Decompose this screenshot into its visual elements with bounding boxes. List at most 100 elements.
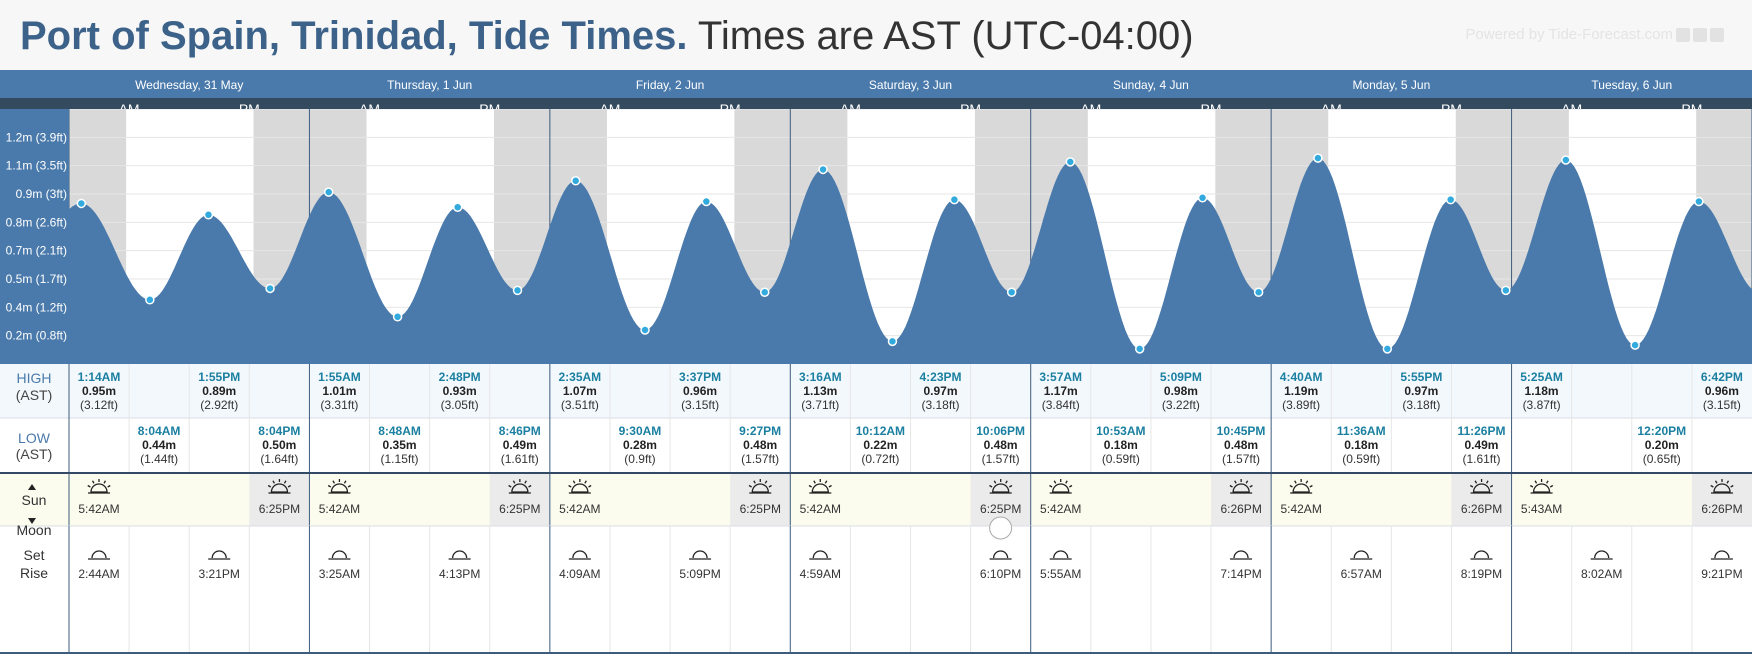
- low-time: 10:06PM: [976, 424, 1025, 438]
- tide-point: [759, 287, 770, 297]
- powered-by-text: Powered by Tide-Forecast.com: [1465, 26, 1673, 43]
- sunset-icon: [508, 479, 532, 494]
- y-tick-label: 1.2m (3.9ft): [6, 130, 67, 144]
- high-height-m: 0.96m: [683, 384, 717, 398]
- axis-panel: [0, 109, 69, 364]
- moonset-time: 2:44AM: [78, 567, 119, 581]
- tide-point: [1382, 344, 1393, 354]
- sunrise-icon: [808, 479, 832, 494]
- day-label: Thursday, 1 Jun: [387, 78, 472, 92]
- low-time: 9:27PM: [739, 424, 781, 438]
- sunrise-icon: [327, 479, 352, 494]
- settings-icon: [1710, 28, 1724, 43]
- tide-point: [1630, 340, 1640, 350]
- y-tick-label: 0.8m (2.6ft): [6, 215, 67, 229]
- tide-point: [1006, 287, 1017, 297]
- low-time: 8:04AM: [138, 424, 181, 438]
- sunset-icon: [267, 479, 292, 494]
- high-height-m: 0.93m: [443, 384, 477, 398]
- sun-label: Sun: [22, 492, 47, 508]
- sunset-icon: [748, 479, 772, 494]
- ast-label: (AST): [16, 387, 53, 403]
- tide-point: [203, 210, 214, 220]
- chart-plot: [69, 109, 1752, 364]
- low-height-m: 0.48m: [984, 438, 1018, 452]
- low-height-ft: (0.59ft): [1102, 452, 1140, 466]
- tide-point: [570, 176, 581, 186]
- timezone-label: Times are AST (UTC-04:00): [697, 14, 1194, 58]
- powered-by[interactable]: Powered by Tide-Forecast.com: [1465, 26, 1724, 43]
- full-moon-icon: [989, 516, 1013, 540]
- tide-table: Wednesday, 31 MayAMPMThursday, 1 JunAMPM…: [0, 70, 1752, 654]
- sunrise-icon: [87, 479, 111, 494]
- sunrise-time: 5:42AM: [78, 502, 119, 516]
- low-height-ft: (1.57ft): [741, 452, 779, 466]
- high-height-ft: (3.05ft): [441, 398, 479, 412]
- moonrise-time: 5:09PM: [679, 567, 720, 581]
- low-height-ft: (0.72ft): [861, 452, 899, 466]
- low-height-ft: (1.15ft): [381, 452, 419, 466]
- tide-point: [949, 194, 960, 205]
- low-height-ft: (1.61ft): [1462, 452, 1500, 466]
- moonset-time: 4:09AM: [559, 567, 600, 581]
- tide-point: [1253, 287, 1264, 297]
- moonrise-label: Rise: [20, 565, 48, 581]
- tide-point: [640, 325, 650, 335]
- high-time: 4:40AM: [1280, 370, 1323, 384]
- high-time: 6:42PM: [1701, 370, 1743, 384]
- low-height-ft: (0.59ft): [1342, 452, 1380, 466]
- sunset-cell: [730, 474, 791, 526]
- low-height-m: 0.28m: [623, 438, 657, 452]
- low-height-m: 0.44m: [142, 438, 176, 452]
- high-time: 5:55PM: [1400, 370, 1442, 384]
- sunset-cell: [249, 474, 310, 526]
- low-height-m: 0.50m: [262, 438, 296, 452]
- sunset-cell: [1451, 474, 1512, 526]
- high-height-m: 1.19m: [1284, 384, 1318, 398]
- high-time: 3:16AM: [799, 370, 842, 384]
- sunset-time: 6:26PM: [1220, 502, 1261, 516]
- moonrise-icon: [448, 550, 471, 560]
- moonset-icon: [568, 550, 591, 560]
- low-time: 9:30AM: [619, 424, 662, 438]
- low-time: 10:53AM: [1096, 424, 1145, 438]
- high-height-ft: (3.71ft): [801, 398, 839, 412]
- tide-point: [818, 164, 828, 175]
- moonset-time: 3:25AM: [319, 567, 360, 581]
- low-height-m: 0.20m: [1645, 438, 1679, 452]
- low-time: 10:45PM: [1217, 424, 1266, 438]
- moonrise-icon: [689, 550, 712, 560]
- sunset-icon: [989, 479, 1013, 494]
- y-tick-label: 0.4m (1.2ft): [6, 300, 67, 314]
- page-title: Port of Spain, Trinidad, Tide Times. Tim…: [20, 12, 1194, 60]
- high-height-m: 0.97m: [923, 384, 957, 398]
- moonset-icon: [809, 550, 832, 560]
- low-height-m: 0.49m: [503, 438, 537, 452]
- high-height-m: 0.95m: [82, 384, 116, 398]
- sort-down-icon: [28, 518, 36, 524]
- high-label: HIGH: [17, 370, 52, 386]
- low-height-m: 0.22m: [863, 438, 897, 452]
- high-height-m: 1.01m: [322, 384, 356, 398]
- sunrise-icon: [1049, 479, 1073, 494]
- low-height-m: 0.18m: [1344, 438, 1378, 452]
- tide-point: [145, 295, 155, 305]
- moonset-icon: [88, 550, 110, 560]
- tide-point: [265, 283, 275, 294]
- high-row: [0, 364, 1752, 418]
- tide-point: [76, 198, 87, 209]
- high-height-m: 0.97m: [1404, 384, 1438, 398]
- sunset-icon: [1469, 479, 1494, 494]
- moonset-label: Set: [23, 547, 44, 563]
- sunset-time: 6:25PM: [499, 502, 540, 516]
- low-height-m: 0.18m: [1104, 438, 1138, 452]
- low-height-m: 0.49m: [1464, 438, 1498, 452]
- low-height-ft: (0.65ft): [1643, 452, 1681, 466]
- day-label: Wednesday, 31 May: [135, 78, 243, 92]
- day-label: Monday, 5 Jun: [1352, 78, 1430, 92]
- sunset-time: 6:25PM: [980, 502, 1021, 516]
- low-time: 11:26PM: [1457, 424, 1505, 438]
- tide-point: [1445, 194, 1456, 205]
- moonrise-icon: [1230, 550, 1253, 560]
- high-time: 2:35AM: [559, 370, 602, 384]
